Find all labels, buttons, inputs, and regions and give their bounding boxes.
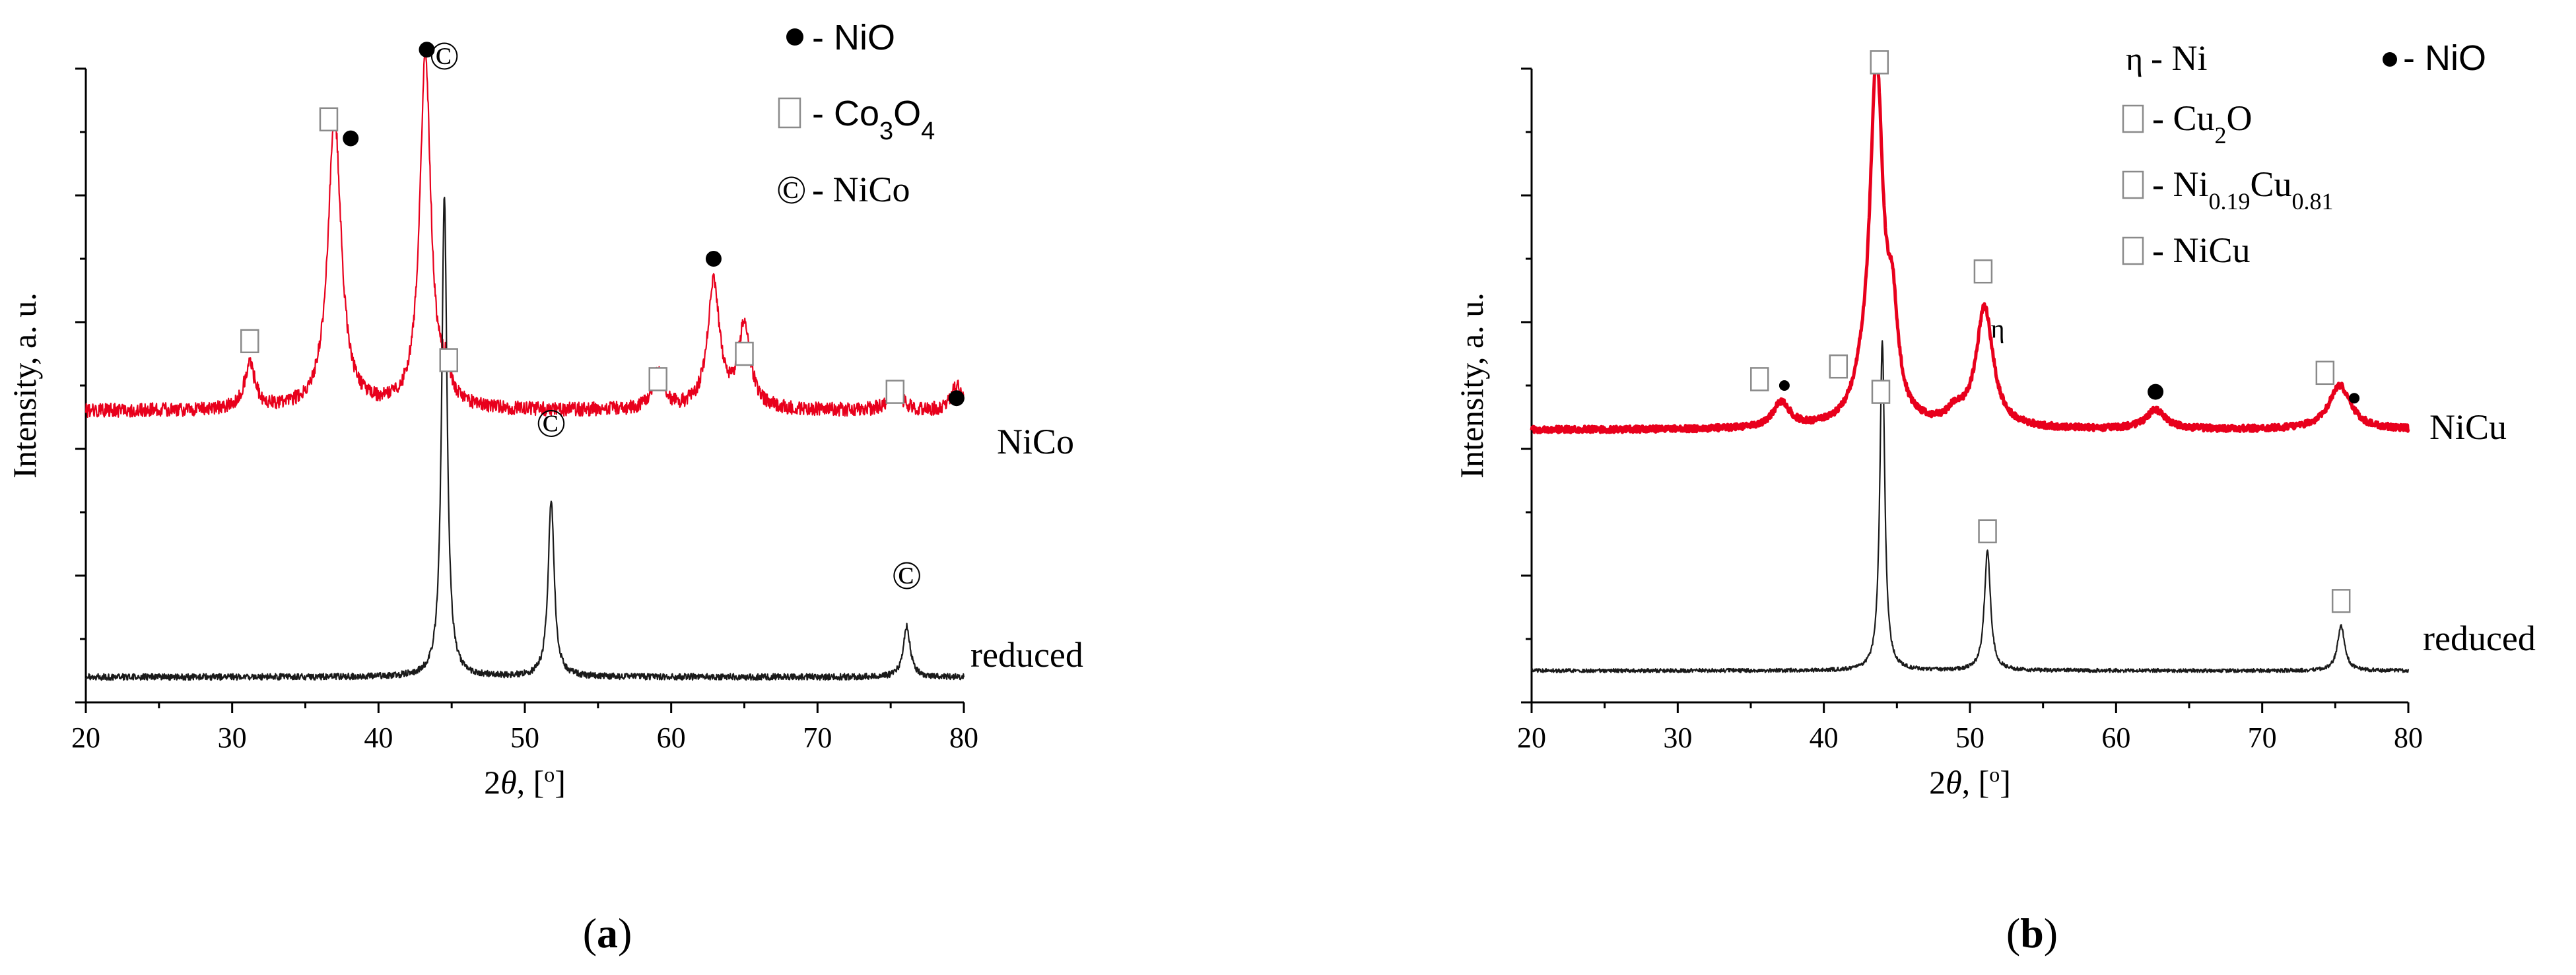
legend-item: η- Ni bbox=[2126, 38, 2207, 78]
x-tick-label: 30 bbox=[218, 722, 247, 754]
legend-dot-icon bbox=[2383, 52, 2397, 67]
legend-box-icon bbox=[2122, 236, 2144, 265]
peak-marker-box-icon bbox=[1978, 519, 1997, 544]
x-tick-label: 70 bbox=[2248, 722, 2277, 754]
x-tick-label: 80 bbox=[949, 722, 978, 754]
panel-a-peak-markers: © © © bbox=[240, 34, 965, 597]
legend-text: - Ni0.19Cu0.81 bbox=[2152, 164, 2334, 215]
x-tick-label: 40 bbox=[364, 722, 393, 754]
panel-b-caption: (b) bbox=[2006, 910, 2058, 957]
peak-marker-dot-icon bbox=[1779, 380, 1790, 391]
peak-marker-box-icon bbox=[1829, 354, 1848, 379]
x-tick-label: 80 bbox=[2394, 722, 2423, 754]
x-tick-label: 60 bbox=[2101, 722, 2130, 754]
series-nicu-line bbox=[1530, 52, 2410, 434]
peak-marker-dot-icon bbox=[948, 390, 965, 407]
peak-marker-box-icon bbox=[1870, 50, 1889, 75]
x-tick-label: 20 bbox=[71, 722, 100, 754]
legend-text: - NiCo bbox=[812, 170, 910, 209]
legend-item: - Ni0.19Cu0.81 bbox=[2122, 164, 2334, 215]
peak-marker-box-icon bbox=[439, 348, 458, 372]
series-label-reduced: reduced bbox=[970, 635, 1083, 675]
peak-marker-dot-icon bbox=[2148, 384, 2164, 400]
legend-text: - Co3O4 bbox=[812, 94, 935, 145]
peak-marker-box-icon bbox=[2315, 360, 2335, 386]
legend-text: - Cu2O bbox=[2152, 98, 2253, 149]
peak-marker-copyright-icon: © bbox=[429, 34, 459, 78]
peak-marker-copyright-icon: © bbox=[536, 402, 566, 446]
peak-marker-box-icon bbox=[1750, 367, 1769, 391]
panel-b-axes: 20 30 40 50 60 70 80 2θ, [o] Intensity, a. u. bbox=[1453, 67, 2423, 801]
series-label-reduced: reduced bbox=[2423, 619, 2536, 658]
panel-b-chart: 20 30 40 50 60 70 80 2θ, [o] Intensity, a. u. Ni… bbox=[1453, 38, 2536, 801]
legend-dot-icon bbox=[786, 28, 803, 46]
peak-marker-dot-icon bbox=[705, 251, 722, 267]
x-tick-label: 60 bbox=[657, 722, 686, 754]
panel-a-chart: 20 30 40 50 60 70 80 2θ, [o] Intensity, a. u. Ni… bbox=[6, 18, 1083, 801]
peak-marker-dot-icon bbox=[343, 130, 359, 147]
legend-item: - NiO bbox=[786, 18, 895, 57]
panel-a-caption: (a) bbox=[583, 910, 632, 957]
panel-a-legend: - NiO- Co3O4© - NiCo bbox=[776, 18, 935, 212]
peak-marker-box-icon bbox=[2331, 589, 2351, 613]
peak-marker-box-icon bbox=[1871, 380, 1891, 404]
series-reduced-line bbox=[85, 197, 965, 681]
panel-b-series: NiCu reduced bbox=[1530, 52, 2536, 673]
x-tick-label: 30 bbox=[1663, 722, 1692, 754]
peak-marker-box-icon bbox=[319, 107, 339, 132]
panel-a-axes: 20 30 40 50 60 70 80 2θ, [o] Intensity, a. u. bbox=[6, 67, 978, 801]
series-reduced-line bbox=[1530, 340, 2410, 673]
series-label-nico: NiCo bbox=[997, 422, 1074, 461]
x-tick-label: 20 bbox=[1517, 722, 1546, 754]
peak-marker-dot-icon bbox=[419, 42, 435, 58]
x-axis-label: 2θ, [o] bbox=[484, 762, 566, 801]
x-axis-label: 2θ, [o] bbox=[1929, 762, 2011, 801]
legend-text: - NiO bbox=[2403, 38, 2486, 78]
peak-marker-dot-icon bbox=[2349, 393, 2360, 404]
series-label-nicu: NiCu bbox=[2429, 407, 2507, 447]
panel-a-caption-letter: a bbox=[597, 910, 618, 957]
peak-marker-eta-icon: η bbox=[1991, 314, 2005, 344]
peak-marker-box-icon bbox=[1973, 259, 1993, 284]
legend-text: - Ni bbox=[2151, 38, 2207, 78]
y-axis-label: Intensity, a. u. bbox=[6, 292, 43, 478]
peak-marker-box-icon bbox=[648, 367, 667, 391]
legend-item: © - NiCo bbox=[776, 168, 910, 212]
legend-box-icon bbox=[778, 97, 801, 129]
series-nico-line bbox=[85, 44, 965, 419]
peak-marker-copyright-icon: © bbox=[892, 554, 922, 597]
legend-box-icon bbox=[2122, 104, 2144, 133]
legend-copyright-icon: © bbox=[776, 168, 807, 212]
x-tick-label: 40 bbox=[1810, 722, 1839, 754]
legend-item: - Co3O4 bbox=[778, 94, 935, 145]
x-tick-label: 50 bbox=[1955, 722, 1984, 754]
legend-item: - NiCu bbox=[2122, 230, 2251, 270]
x-tick-label: 70 bbox=[803, 722, 832, 754]
panel-b-legend: η- Ni - NiO - Cu2O - Ni0.19Cu0.81 - NiCu bbox=[2122, 38, 2486, 270]
panel-b-peak-markers: η bbox=[1750, 50, 2360, 613]
panel-a-series: NiCo reduced bbox=[85, 44, 1083, 681]
peak-marker-box-icon bbox=[240, 329, 259, 354]
legend-text: - NiCu bbox=[2152, 230, 2251, 270]
x-tick-label: 50 bbox=[510, 722, 539, 754]
panel-b-caption-letter: b bbox=[2020, 910, 2044, 957]
legend-text: - NiO bbox=[812, 18, 895, 57]
legend-box-icon bbox=[2122, 170, 2144, 199]
legend-eta-icon: η bbox=[2126, 40, 2143, 77]
peak-marker-box-icon bbox=[735, 341, 754, 366]
y-axis-label: Intensity, a. u. bbox=[1453, 292, 1490, 478]
peak-marker-box-icon bbox=[885, 380, 905, 404]
legend-item: - NiO bbox=[2383, 38, 2486, 78]
legend-item: - Cu2O bbox=[2122, 98, 2253, 149]
